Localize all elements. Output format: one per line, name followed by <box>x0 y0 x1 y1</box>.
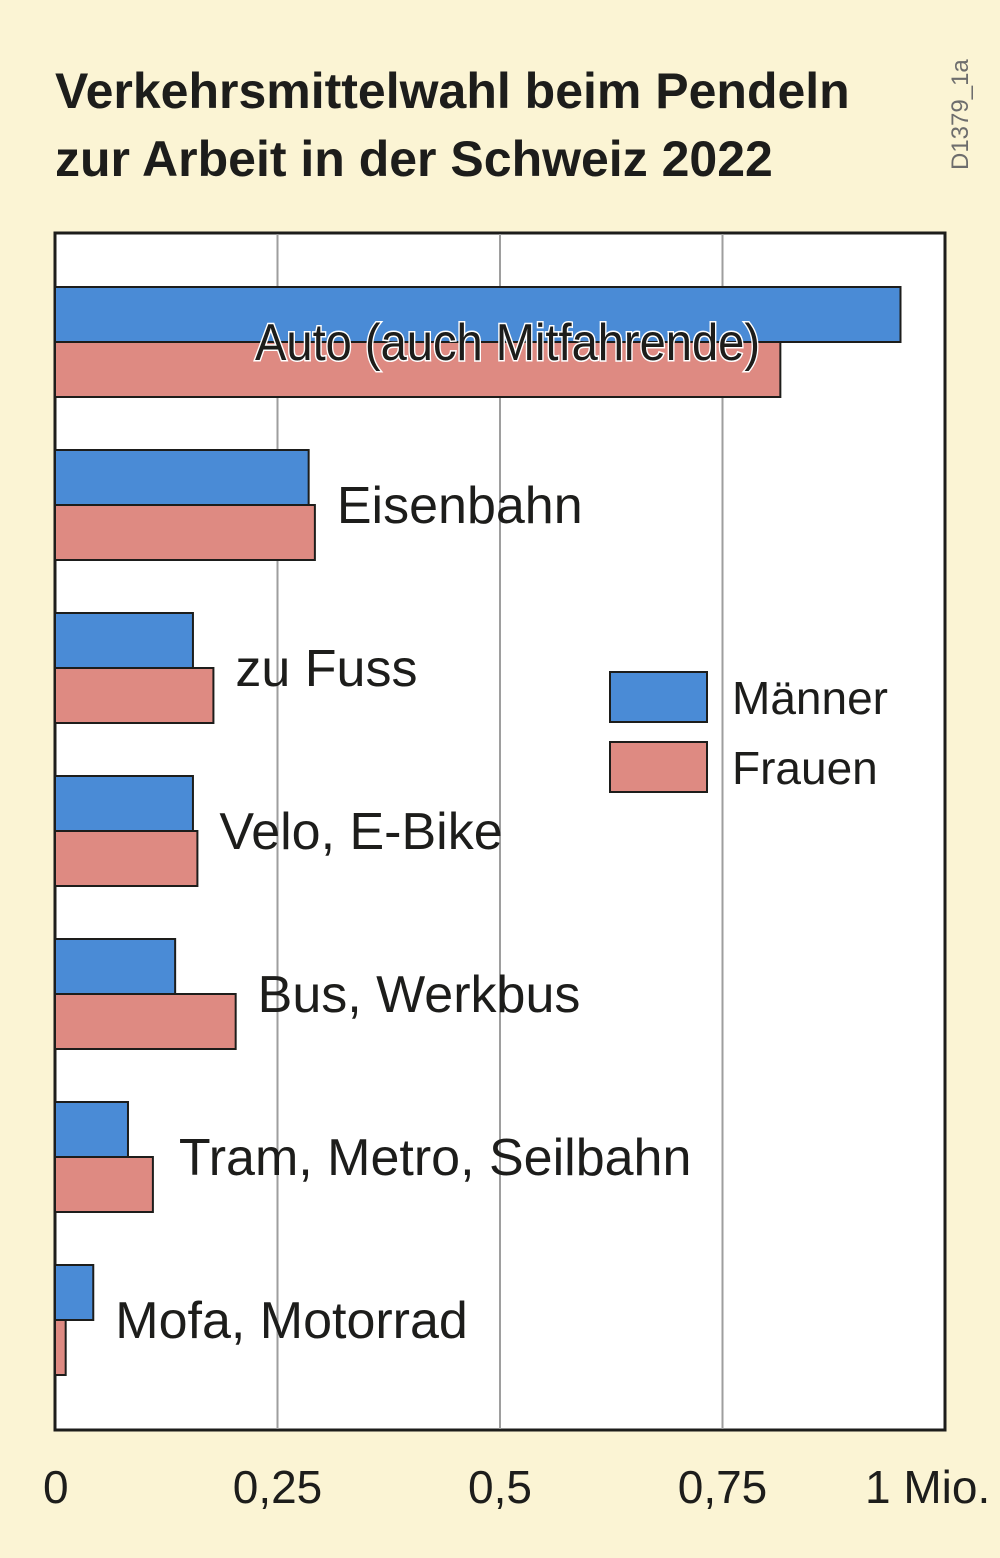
x-tick-label-3: 0,75 <box>678 1461 768 1513</box>
x-axis-ticks: 0 0,25 0,5 0,75 1 Mio. <box>43 1461 990 1513</box>
figure-code: D1379_1a <box>947 59 974 170</box>
category-label-2: zu Fuss <box>235 640 417 698</box>
gridlines <box>276 234 724 1429</box>
bar-frauen-2 <box>54 667 215 724</box>
legend-swatch-frauen <box>609 741 708 793</box>
legend: Männer Frauen <box>609 671 888 794</box>
category-label-4: Bus, Werkbus <box>258 966 581 1024</box>
bar-maenner-5 <box>54 1101 129 1158</box>
bar-maenner-4 <box>54 938 177 995</box>
bars <box>54 286 902 1376</box>
x-tick-label-4: 1 Mio. <box>865 1461 990 1513</box>
x-tick-label-2: 0,5 <box>468 1461 532 1513</box>
category-label-0: Auto (auch Mitfahrende) <box>255 314 760 372</box>
bar-frauen-5 <box>54 1156 154 1213</box>
legend-label-frauen: Frauen <box>732 742 878 794</box>
legend-label-maenner: Männer <box>732 672 888 724</box>
bar-frauen-3 <box>54 830 199 887</box>
category-label-6: Mofa, Motorrad <box>115 1292 468 1350</box>
bar-maenner-3 <box>54 775 194 832</box>
chart-title-line-2: zur Arbeit in der Schweiz 2022 <box>55 131 773 187</box>
category-label-3: Velo, E-Bike <box>219 803 502 861</box>
bar-frauen-6 <box>54 1319 67 1376</box>
bar-maenner-0 <box>54 286 902 343</box>
chart-title-line-1: Verkehrsmittelwahl beim Pendeln <box>55 63 850 119</box>
bar-maenner-1 <box>54 449 310 506</box>
category-label-1: Eisenbahn <box>337 477 583 535</box>
bar-maenner-6 <box>54 1264 95 1321</box>
bar-frauen-1 <box>54 504 316 561</box>
bar-frauen-4 <box>54 993 237 1050</box>
legend-swatch-maenner <box>609 671 708 723</box>
bar-maenner-2 <box>54 612 194 669</box>
x-tick-label-1: 0,25 <box>233 1461 323 1513</box>
category-labels: Auto (auch Mitfahrende) Eisenbahn zu Fuss V… <box>115 313 761 1351</box>
bar-frauen-0 <box>54 341 782 398</box>
x-tick-label-0: 0 <box>43 1461 69 1513</box>
category-label-5: Tram, Metro, Seilbahn <box>179 1129 691 1187</box>
